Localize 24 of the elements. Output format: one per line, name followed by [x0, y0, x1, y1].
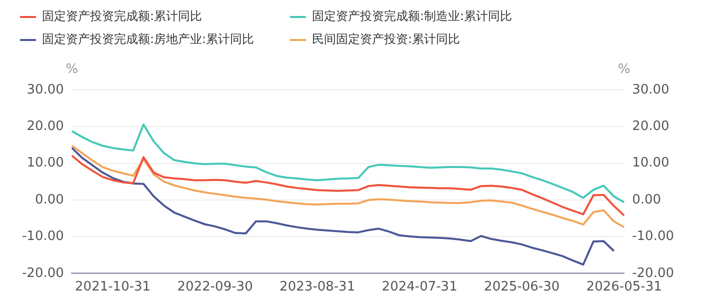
y-tick-label: -20.00	[22, 266, 64, 281]
y2-tick-label: -20.00	[632, 266, 674, 281]
y-tick-label: 30.00	[26, 82, 64, 98]
y2-tick-label: 30.00	[632, 82, 670, 98]
y-tick-label: -10.00	[22, 229, 64, 244]
x-tick-label: 2026-05-31	[586, 280, 662, 295]
y2-axis-title: %	[618, 62, 630, 77]
y2-tick-label: -10.00	[632, 229, 674, 244]
x-tick-label: 2022-09-30	[177, 280, 253, 295]
y-tick-label: 0.00	[34, 192, 64, 208]
y-axis-title: %	[66, 62, 78, 77]
y2-tick-label: 0.00	[632, 192, 662, 208]
x-tick-label: 2023-08-31	[280, 280, 356, 295]
y2-tick-label: 20.00	[632, 119, 670, 134]
x-tick-label: 2025-06-30	[484, 280, 560, 295]
x-tick-label: 2024-07-31	[382, 280, 458, 295]
x-tick-label: 2021-10-31	[75, 280, 151, 295]
legend-label: 固定资产投资完成额:累计同比	[42, 8, 202, 25]
legend-label: 民间固定资产投资:累计同比	[312, 31, 460, 48]
legend-label: 固定资产投资完成额:房地产业:累计同比	[42, 31, 254, 48]
y-tick-label: 10.00	[26, 156, 64, 171]
legend-label: 固定资产投资完成额:制造业:累计同比	[312, 8, 512, 25]
y2-tick-label: 10.00	[632, 156, 670, 171]
y-tick-label: 20.00	[26, 119, 64, 134]
